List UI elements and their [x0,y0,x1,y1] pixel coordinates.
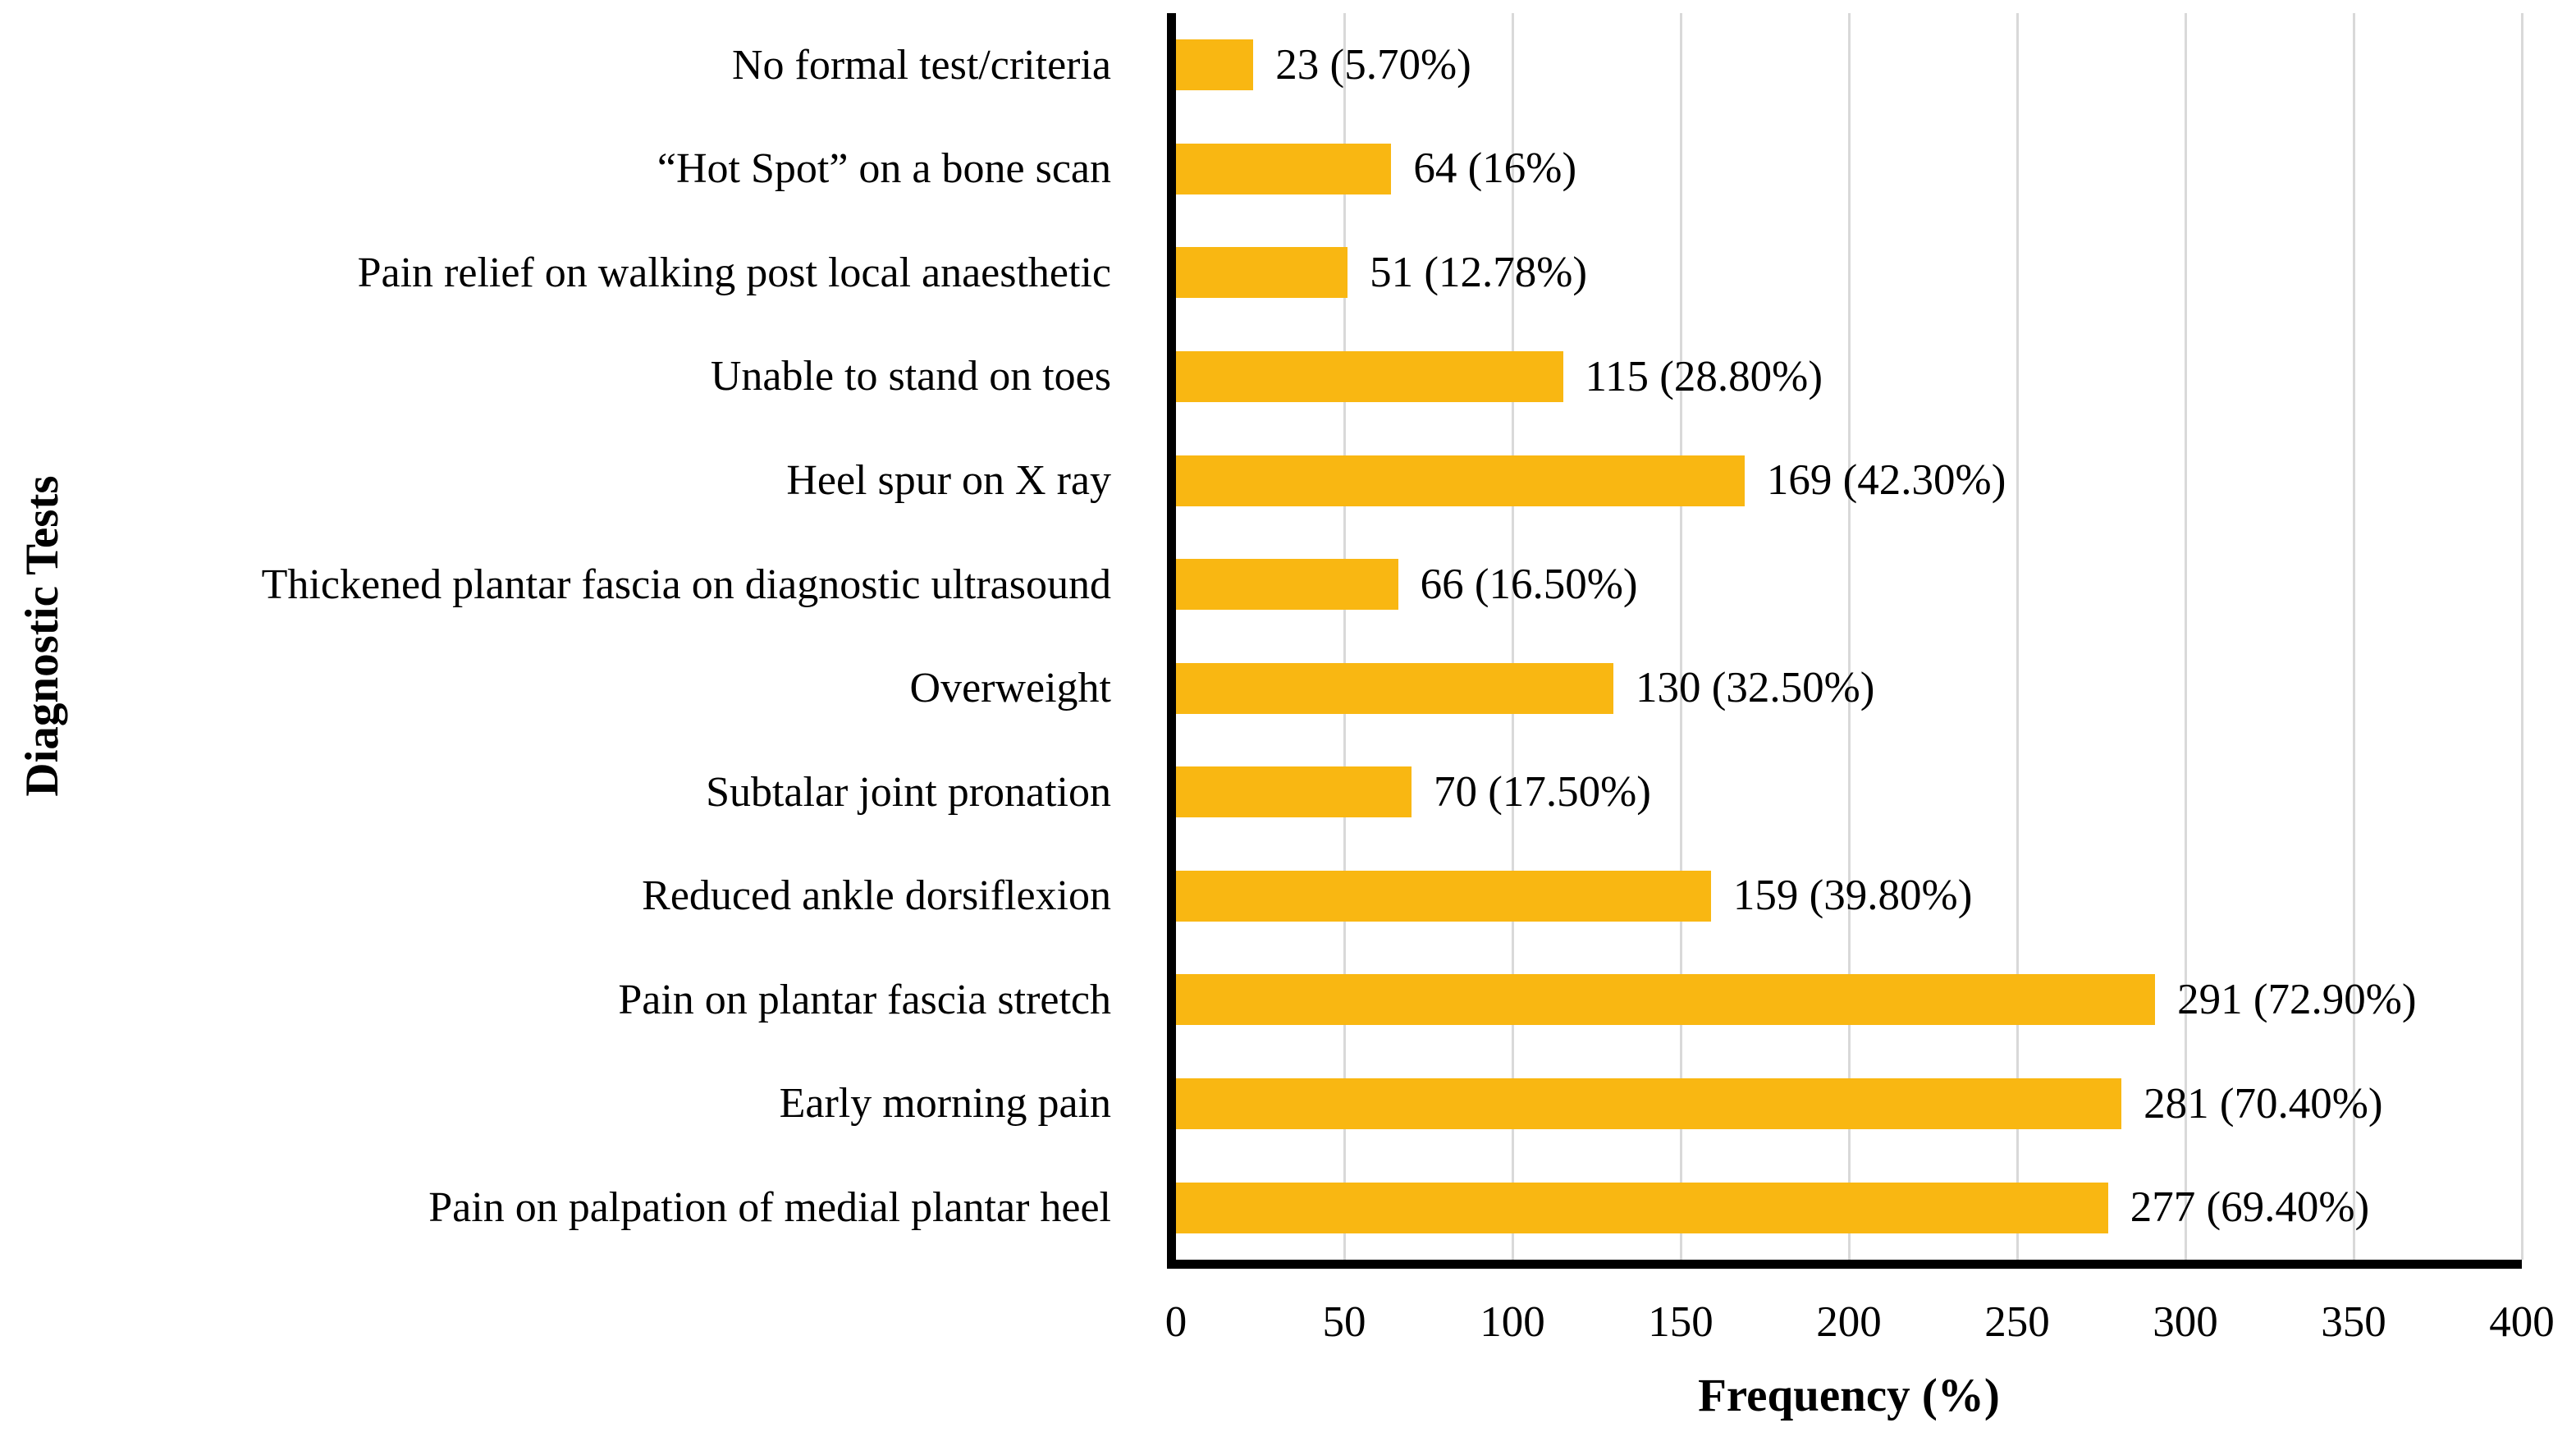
bar-value-label: 23 (5.70%) [1275,40,1471,89]
bar-row: 130 (32.50%) [1176,636,2522,740]
category-label: Heel spur on X ray [786,457,1111,504]
gridline [2521,13,2523,1260]
gridline [1512,13,1514,1260]
category-label: Pain relief on walking post local anaest… [357,249,1111,296]
category-label: Unable to stand on toes [710,353,1111,400]
x-tick-label: 0 [1164,1298,1187,1346]
x-tick-label: 350 [2321,1298,2386,1346]
bar-value-label: 51 (12.78%) [1370,248,1588,296]
bar-row: 51 (12.78%) [1176,221,2522,325]
bar [1176,143,1392,194]
x-tick-label: 200 [1816,1298,1882,1346]
bar-row: 291 (72.90%) [1176,948,2522,1052]
bar [1176,974,2156,1026]
gridline [2016,13,2019,1260]
bar [1176,662,1613,714]
bar-row: 169 (42.30%) [1176,428,2522,533]
x-axis-tick-labels: 0 50 100 150 200 250 300 350 400 [1165,1298,2555,1358]
bar-rows: 23 (5.70%) 64 (16%) 51 (12.78%) 115 (28.… [1176,13,2522,1260]
category-label: Pain on palpation of medial plantar heel [428,1184,1111,1232]
category-label: Pain on plantar fascia stretch [618,976,1111,1023]
category-label: Early morning pain [779,1080,1111,1128]
x-tick-label: 300 [2153,1298,2218,1346]
bar-row: 64 (16%) [1176,117,2522,222]
bar-value-label: 64 (16%) [1413,144,1577,193]
bar-value-label: 115 (28.80%) [1585,352,1823,400]
bar [1176,870,1711,922]
bar [1176,247,1348,299]
category-label: No formal test/criteria [731,41,1111,89]
gridline [1680,13,1682,1260]
bar [1176,1182,2108,1233]
gridline [2185,13,2187,1260]
bar-row: 277 (69.40%) [1176,1155,2522,1260]
category-label: Thickened plantar fascia on diagnostic u… [261,560,1111,608]
x-tick-label: 400 [2489,1298,2555,1346]
bar [1176,559,1398,611]
bar-value-label: 159 (39.80%) [1732,872,1973,920]
bar-row: 281 (70.40%) [1176,1052,2522,1156]
bar-row: 23 (5.70%) [1176,13,2522,117]
category-axis-labels: No formal test/criteria “Hot Spot” on a b… [0,13,1142,1260]
bar-row: 70 (17.50%) [1176,740,2522,844]
bar-value-label: 281 (70.40%) [2144,1079,2383,1128]
gridline [2353,13,2355,1260]
bar-value-label: 277 (69.40%) [2130,1183,2370,1232]
plot-area: 23 (5.70%) 64 (16%) 51 (12.78%) 115 (28.… [1167,13,2523,1269]
x-tick-label: 150 [1648,1298,1714,1346]
bar-row: 159 (39.80%) [1176,844,2522,949]
category-label: “Hot Spot” on a bone scan [657,145,1111,193]
bar [1176,455,1745,506]
bar-row: 66 (16.50%) [1176,533,2522,637]
category-label: Reduced ankle dorsiflexion [642,872,1111,920]
x-axis-title: Frequency (%) [1698,1370,2000,1421]
bar-value-label: 169 (42.30%) [1766,456,2006,505]
bar [1176,351,1563,403]
category-label: Overweight [909,665,1111,712]
bar-value-label: 66 (16.50%) [1420,560,1638,608]
x-tick-label: 100 [1480,1298,1545,1346]
bar [1176,39,1254,91]
category-label: Subtalar joint pronation [706,768,1111,816]
gridline [1343,13,1346,1260]
x-tick-label: 250 [1984,1298,2050,1346]
gridline [1848,13,1851,1260]
bar-value-label: 130 (32.50%) [1636,664,1875,712]
bar-value-label: 70 (17.50%) [1434,767,1651,816]
bar [1176,766,1412,818]
bar-value-label: 291 (72.90%) [2177,975,2417,1023]
x-tick-label: 50 [1322,1298,1366,1346]
bar-row: 115 (28.80%) [1176,325,2522,429]
gridlines [1176,13,2523,1260]
bar [1176,1078,2122,1130]
